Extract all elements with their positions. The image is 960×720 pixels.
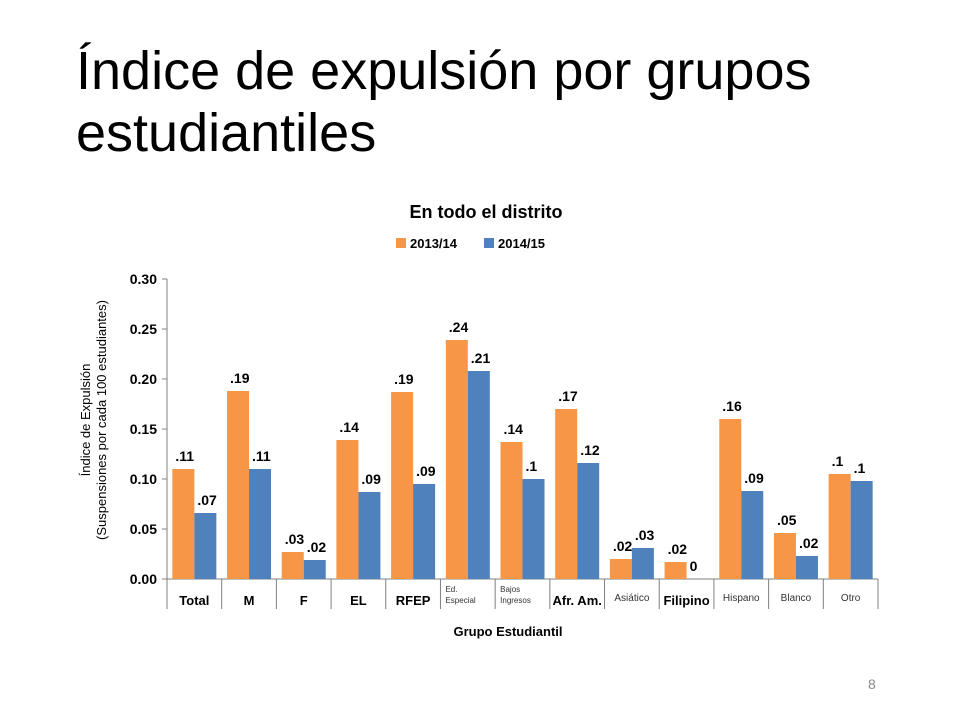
slide-title: Índice de expulsión por grupos estudiant… (76, 41, 812, 163)
category-label: Blanco (781, 593, 812, 604)
data-label: .11 (175, 448, 194, 464)
bar-2014 (741, 491, 764, 579)
bar-2014 (358, 492, 381, 579)
bar-2014 (577, 463, 600, 579)
data-label: .09 (416, 463, 436, 479)
y-tick-label: 0.20 (130, 371, 157, 387)
bar-2014 (850, 481, 873, 579)
data-label: .11 (252, 448, 271, 464)
data-label: .02 (799, 535, 819, 551)
y-tick-label: 0.15 (130, 421, 157, 437)
legend: 2013/14 2014/15 (396, 236, 545, 251)
category-label: Ed. (445, 585, 457, 594)
bar-2013 (664, 562, 687, 579)
category-label: F (300, 593, 308, 608)
data-label: .02 (613, 538, 633, 554)
y-tick-label: 0.10 (130, 471, 157, 487)
data-label: .14 (339, 419, 359, 435)
data-label: .14 (504, 421, 524, 437)
data-label: .09 (744, 470, 764, 486)
bar-2014 (522, 479, 545, 579)
data-label: .02 (307, 539, 327, 555)
y-tick-label: 0.00 (130, 571, 157, 587)
category-label: Afr. Am. (553, 593, 602, 608)
data-label: .12 (580, 442, 600, 458)
bar-2014 (795, 556, 818, 579)
data-label: .03 (285, 531, 305, 547)
y-axis-title: Índice de Expulsión (Suspensiones por ca… (78, 300, 109, 540)
data-label: .16 (722, 398, 742, 414)
data-label: .07 (197, 492, 217, 508)
category-label: Ingresos (500, 596, 531, 605)
category-label: RFEP (396, 593, 431, 608)
category-label: Bajos (500, 585, 520, 594)
category-label: EL (350, 593, 367, 608)
y-axis-title-line2: (Suspensiones por cada 100 estudiantes) (94, 300, 109, 540)
bar-2014 (303, 560, 326, 579)
category-label: Hispano (723, 593, 760, 604)
data-label: .05 (777, 512, 797, 528)
bar-2013 (719, 419, 742, 579)
data-label: .03 (635, 527, 655, 543)
data-label: 0 (690, 558, 698, 574)
data-label: .1 (854, 460, 866, 476)
plot-area: 0.000.050.100.150.200.250.30.11.07Total.… (130, 271, 879, 609)
bar-2013 (555, 409, 578, 579)
data-label: .19 (394, 371, 414, 387)
y-tick-label: 0.05 (130, 521, 157, 537)
y-axis-title-line1: Índice de Expulsión (78, 364, 93, 477)
bar-2013 (391, 392, 414, 579)
data-label: .02 (668, 541, 688, 557)
bar-2013 (172, 469, 195, 579)
data-label: .1 (526, 458, 538, 474)
legend-label-2014: 2014/15 (498, 236, 545, 251)
bar-2013 (773, 533, 796, 579)
legend-swatch-2013 (396, 238, 406, 248)
data-label: .09 (361, 471, 381, 487)
category-label: Asiático (614, 593, 649, 604)
bar-2014 (467, 371, 490, 579)
data-label: .17 (558, 388, 578, 404)
bar-2013 (281, 552, 304, 579)
x-axis-title: Grupo Estudiantil (453, 624, 562, 639)
y-tick-label: 0.30 (130, 271, 157, 287)
data-label: .21 (471, 350, 491, 366)
legend-swatch-2014 (484, 238, 494, 248)
bar-2014 (249, 469, 272, 579)
chart-title: En todo el distrito (410, 202, 563, 222)
category-label: Otro (841, 593, 861, 604)
bar-2014 (194, 513, 217, 579)
bar-2014 (631, 548, 654, 579)
data-label: .19 (230, 370, 250, 386)
bar-2014 (413, 484, 436, 579)
category-label: Total (179, 593, 209, 608)
category-label: Filipino (663, 593, 709, 608)
slide-number: 8 (868, 676, 876, 692)
category-label: Especial (445, 596, 475, 605)
bar-2013 (445, 340, 468, 579)
bar-2013 (500, 442, 523, 579)
bar-2013 (609, 559, 632, 579)
y-tick-label: 0.25 (130, 321, 157, 337)
data-label: .24 (449, 319, 469, 335)
bar-2013 (828, 474, 851, 579)
bar-2013 (336, 440, 359, 579)
category-label: M (244, 593, 255, 608)
bar-2013 (227, 391, 250, 579)
data-label: .1 (832, 453, 844, 469)
legend-label-2013: 2013/14 (410, 236, 458, 251)
